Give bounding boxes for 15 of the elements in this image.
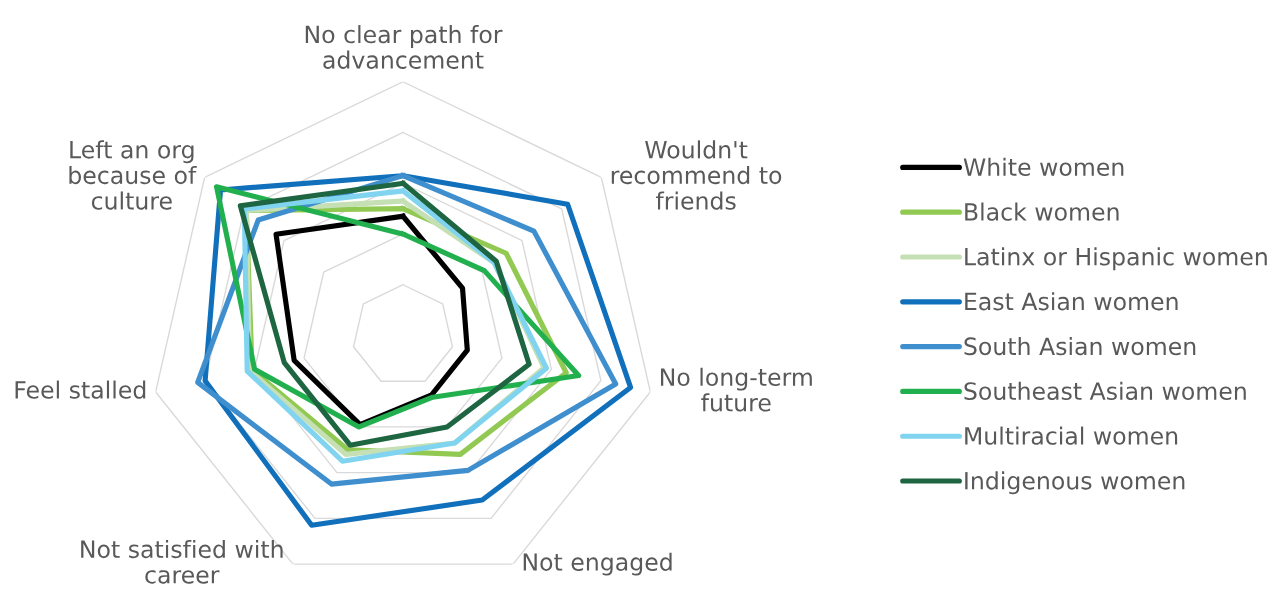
spoke-label: Not engaged <box>523 552 672 576</box>
legend-label: South Asian women <box>964 336 1196 356</box>
legend-label: Indigenous women <box>965 471 1185 495</box>
spoke-label: Wouldn't recommend to friends <box>611 140 782 210</box>
spoke-label: Left an org because of culture <box>69 140 197 210</box>
legend-label: Southeast Asian women <box>964 381 1246 401</box>
legend-label: Multiracial women <box>965 426 1178 445</box>
spoke-label: No clear path for advancement <box>305 25 503 69</box>
legend-label: Latinx or Hispanic women <box>965 247 1267 271</box>
spoke-label: No long-term future <box>660 367 812 412</box>
legend-label: White women <box>963 157 1124 176</box>
spoke-label: Not satisfied with career <box>81 539 283 584</box>
legend-label: Black women <box>965 202 1119 221</box>
legend-label: East Asian women <box>965 292 1178 311</box>
spoke-label: Feel stalled <box>15 380 146 399</box>
